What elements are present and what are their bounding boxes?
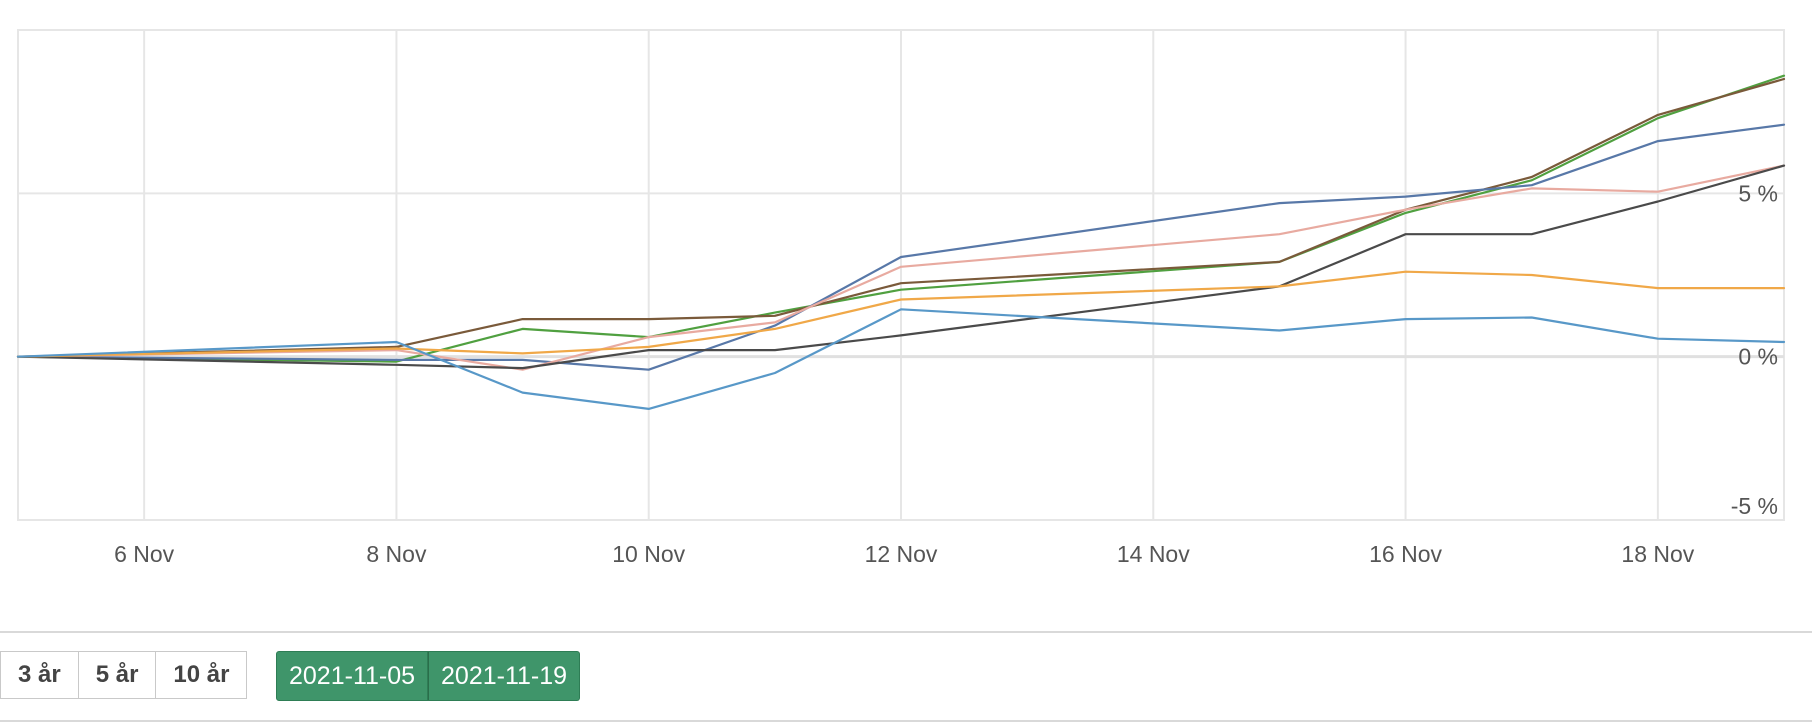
series-line-5	[16, 164, 1786, 370]
x-tick-label: 14 Nov	[1117, 541, 1190, 567]
series-line-3	[16, 123, 1786, 371]
series-line-1	[16, 74, 1786, 363]
y-tick-label: 0 %	[1738, 344, 1778, 370]
x-tick-label: 6 Nov	[114, 541, 175, 567]
end-date-button[interactable]: 2021-11-19	[428, 651, 581, 701]
range-button-10y[interactable]: 10 år	[156, 651, 248, 699]
x-tick-label: 8 Nov	[366, 541, 427, 567]
start-date-button[interactable]: 2021-11-05	[276, 651, 429, 701]
y-tick-label: -5 %	[1731, 493, 1778, 519]
range-button-group: 3 år 5 år 10 år	[0, 651, 248, 701]
series-line-2	[16, 77, 1786, 358]
performance-line-chart: 6 Nov 8 Nov 10 Nov 12 Nov 14 Nov 16 Nov 18 Nov…	[16, 29, 1786, 567]
date-range-selector: 2021-11-05 2021-11-19	[276, 651, 581, 701]
y-tick-label: 5 %	[1738, 180, 1778, 206]
y-axis: 5 % 0 % -5 %	[1731, 180, 1778, 519]
x-tick-label: 18 Nov	[1621, 541, 1694, 567]
x-tick-label: 16 Nov	[1369, 541, 1442, 567]
series-line-4	[16, 164, 1786, 371]
series-lines	[16, 74, 1786, 410]
toolbar-divider-bottom	[0, 720, 1812, 722]
range-button-3y[interactable]: 3 år	[0, 651, 79, 699]
toolbar-divider-top	[0, 631, 1812, 633]
series-line-7	[16, 308, 1786, 410]
series-line-6	[16, 270, 1786, 358]
grid	[18, 30, 1784, 521]
x-tick-label: 12 Nov	[865, 541, 938, 567]
range-button-5y[interactable]: 5 år	[78, 651, 157, 699]
x-axis: 6 Nov 8 Nov 10 Nov 12 Nov 14 Nov 16 Nov 18 Nov	[114, 541, 1695, 567]
x-tick-label: 10 Nov	[612, 541, 685, 567]
